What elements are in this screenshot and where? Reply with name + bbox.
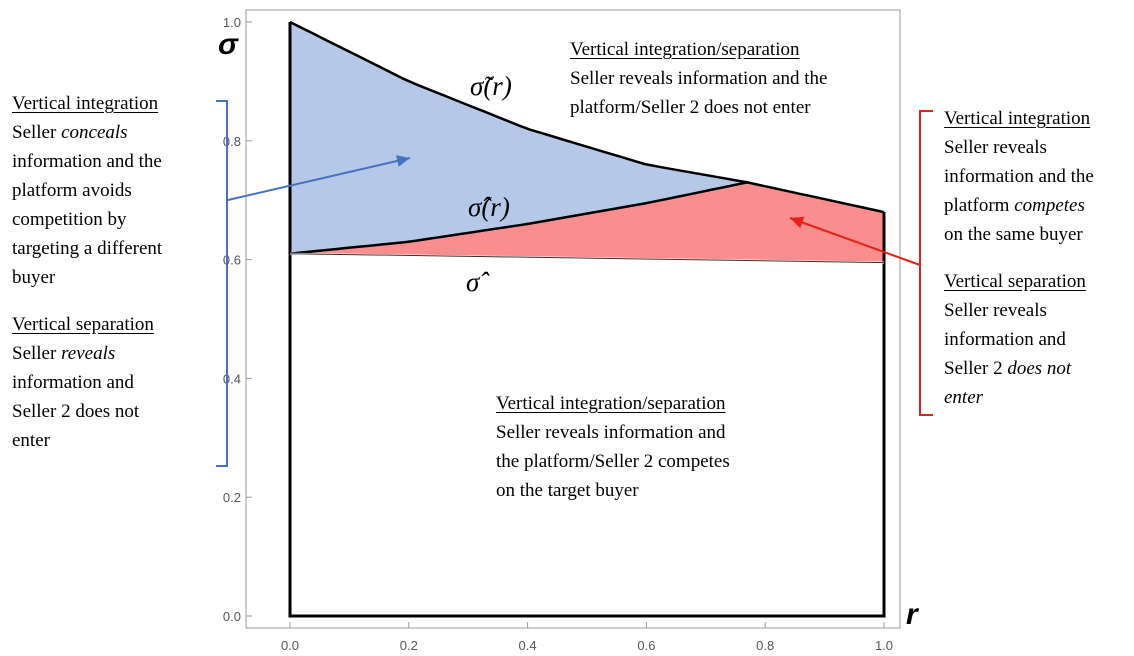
blue-arrow-head [396,155,410,167]
annotation-bottom-heading: Vertical integration/separation [496,393,726,414]
annotation-right-heading-2: Vertical separation [944,271,1086,292]
annotation-right-line: enter [944,387,984,408]
brackets [216,100,933,467]
annotation-bottom: Vertical integration/separation Seller r… [496,389,730,505]
annotation-left-line: enter [12,430,50,451]
annotation-top-line: platform/Seller 2 does not enter [570,97,811,118]
annotation-top: Vertical integration/separation Seller r… [570,35,827,122]
red-region [290,182,884,263]
annotation-left-line: targeting a different [12,238,163,259]
annotation-right-line: platform competes [944,195,1085,216]
sigma-hat-line-core [289,253,885,264]
arrows [227,155,921,266]
plot-frame [245,9,901,629]
y-tick-label: 0.8 [223,134,241,149]
y-tick-label: 0.6 [223,253,241,268]
annotation-left-line: Seller conceals [12,122,128,143]
annotation-left-line: Seller 2 does not [12,401,140,422]
red-arrow-shaft [789,217,921,266]
boundary [288,22,886,618]
annotation-right-heading-1: Vertical integration [944,108,1091,129]
annotation-left-line: platform avoids [12,180,132,201]
annotation-right-line: Seller reveals [944,137,1047,158]
annotation-right-line: Seller reveals [944,300,1047,321]
annotation-right-line: information and the [944,166,1094,187]
right-bracket [919,110,933,416]
left-bracket [216,100,228,467]
annotation-top-heading: Vertical integration/separation [570,39,800,60]
sigma-hat-r-curve [289,181,748,255]
annotation-left-line: Seller reveals [12,343,116,364]
x-tick-label: 0.0 [281,638,299,653]
x-tick-label: 1.0 [875,638,893,653]
sigma-tilde-r-curve [289,20,885,214]
annotation-right-line: Seller 2 does not [944,358,1072,379]
curves [289,20,885,264]
annotation-right-line: on the same buyer [944,224,1083,245]
x-tick-label: 0.8 [756,638,774,653]
blue-arrow-shaft [227,157,411,201]
annotation-left-line: information and [12,372,134,393]
annotation-left-line: competition by [12,209,127,230]
y-tick-label: 0.2 [223,490,241,505]
feasible-region-boundary [288,22,886,618]
annotation-bottom-line: on the target buyer [496,480,639,501]
y-tick-label: 1.0 [223,15,241,30]
annotation-bottom-line: the platform/Seller 2 competes [496,451,730,472]
x-tick-label: 0.4 [519,638,537,653]
label-sigma-hat: σ̂ [466,267,490,297]
annotation-left: Vertical integration Seller conceals inf… [12,89,162,455]
x-tick-label: 0.2 [400,638,418,653]
label-sigma-hat-r: σ̂(r) [468,192,510,222]
annotation-left-line: information and the [12,151,162,172]
annotation-bottom-line: Seller reveals information and [496,422,726,443]
red-arrow-head [790,216,805,229]
x-tick-label: 0.6 [637,638,655,653]
annotation-right: Vertical integration Seller reveals info… [944,104,1094,412]
annotation-left-heading-1: Vertical integration [12,93,159,114]
annotation-left-line: buyer [12,267,56,288]
annotation-right-line: information and [944,329,1066,350]
annotation-top-line: Seller reveals information and the [570,68,828,89]
annotation-left-heading-2: Vertical separation [12,314,154,335]
y-tick-label: 0.0 [223,609,241,624]
y-tick-label: 0.4 [223,371,241,386]
label-sigma-tilde-r: σ̃(r) [470,71,512,101]
x-axis-label: r [906,598,918,631]
y-axis-label: σ [218,28,238,61]
